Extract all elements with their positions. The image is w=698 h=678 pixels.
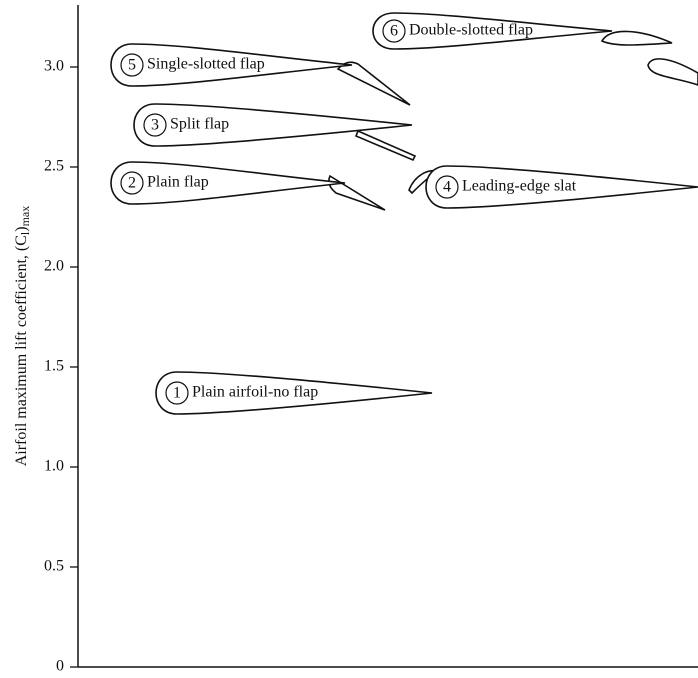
airfoil: 2 Plain flap xyxy=(111,162,385,210)
y-tick-label: 3.0 xyxy=(44,58,64,75)
y-tick-label: 1.5 xyxy=(44,358,64,375)
flap xyxy=(356,131,415,160)
item-number: 3 xyxy=(151,117,159,134)
item-number: 4 xyxy=(443,179,451,196)
flap xyxy=(602,31,672,45)
airfoil: 4 Leading-edge slat xyxy=(409,166,698,208)
flap xyxy=(648,59,698,85)
item-label: Plain flap xyxy=(147,174,209,191)
item-label: Single-slotted flap xyxy=(147,56,265,73)
item-number: 5 xyxy=(128,57,136,74)
item-number: 1 xyxy=(173,385,181,402)
y-label-main: Airfoil maximum lift coefficient, (C xyxy=(13,235,30,466)
y-tick-label: 0 xyxy=(56,658,64,675)
airfoil: 3 Split flap xyxy=(134,104,415,160)
item-number: 6 xyxy=(390,23,398,40)
chart: Airfoil maximum lift coefficient, (Cl)ma… xyxy=(0,0,698,678)
item-label: Double-slotted flap xyxy=(409,22,533,39)
flap xyxy=(338,62,410,105)
y-tick-label: 2.0 xyxy=(44,258,64,275)
y-label-sub: max xyxy=(18,206,32,227)
airfoil: 6 Double-slotted flap xyxy=(373,13,698,85)
airfoil: 1 Plain airfoil-no flap xyxy=(156,372,432,414)
y-tick-label: 1.0 xyxy=(44,458,64,475)
item-label: Split flap xyxy=(170,116,229,133)
flap xyxy=(329,176,385,210)
item-label: Leading-edge slat xyxy=(462,178,577,195)
y-tick-label: 0.5 xyxy=(44,558,64,575)
airfoil: 5 Single-slotted flap xyxy=(111,44,410,105)
item-label: Plain airfoil-no flap xyxy=(192,384,318,401)
y-axis-label: Airfoil maximum lift coefficient, (Cl)ma… xyxy=(13,206,32,467)
y-tick-label: 2.5 xyxy=(44,158,64,175)
item-number: 2 xyxy=(128,175,136,192)
